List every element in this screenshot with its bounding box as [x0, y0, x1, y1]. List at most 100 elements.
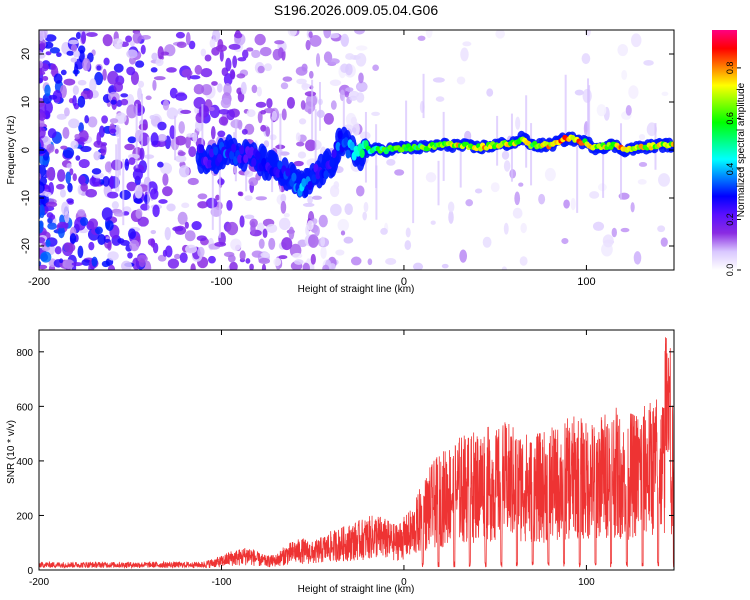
spectrogram-cell — [62, 259, 75, 269]
spectrogram-ridge-cell — [335, 141, 341, 151]
spectrogram-ridge-cell — [209, 148, 215, 158]
spectrogram-cell — [447, 201, 455, 213]
spectrogram-cell — [503, 222, 509, 235]
spectrogram-cell — [345, 53, 355, 60]
spectrogram-cell — [162, 186, 173, 197]
spectrogram-streak — [525, 95, 528, 168]
spectrogram-cell — [380, 227, 388, 235]
spectrogram-cell — [70, 140, 79, 150]
spectrogram-cell — [74, 133, 81, 140]
spectrogram-cell — [638, 133, 646, 141]
spectrogram-cell — [308, 31, 313, 38]
spectrogram-cell — [48, 181, 55, 195]
spectrogram-cell — [77, 245, 84, 259]
spectrogram-cell — [88, 241, 95, 251]
spectrogram-cell — [305, 39, 311, 51]
colorbar-label: Normalized spectral amplitude — [736, 82, 747, 217]
spectrogram-cell — [417, 35, 426, 41]
spectrogram-cell — [268, 237, 276, 250]
spectrogram-ridge-cell — [303, 188, 309, 198]
spectrogram-cell — [465, 199, 474, 207]
spectrogram-cell — [239, 250, 246, 261]
spectrogram-cell — [371, 111, 380, 116]
spectrogram-cell — [320, 245, 327, 259]
spectrogram-cell — [89, 78, 97, 93]
spectrogram-cell — [570, 197, 576, 211]
x-tick-label: 100 — [577, 276, 595, 288]
spectrogram-cell — [162, 99, 170, 111]
spectrogram-cell — [126, 104, 138, 119]
spectrogram-cell — [574, 89, 584, 96]
colorbar-tick-label: 0.8 — [725, 62, 735, 75]
colorbar-tick-label: 0.6 — [725, 112, 735, 125]
spectrogram-cell — [280, 200, 287, 214]
spectrogram-cell — [519, 256, 528, 266]
spectrogram-cell — [125, 35, 133, 43]
spectrogram-cell — [200, 48, 207, 57]
spectrogram-cell — [265, 126, 271, 137]
spectrogram-cell — [84, 115, 90, 124]
spectrogram-cell — [638, 162, 648, 167]
spectrogram-cell — [39, 204, 45, 219]
spectrogram-cell — [405, 227, 411, 238]
spectrogram-cell — [39, 60, 43, 69]
spectrogram-cell — [226, 221, 239, 236]
spectrogram-cell — [236, 73, 246, 79]
spectrogram-cell — [175, 92, 188, 102]
spectrogram-ridge-cell — [207, 159, 213, 169]
spectrogram-cell — [273, 257, 282, 267]
spectrogram-cell — [296, 141, 305, 147]
spectrogram-cell — [646, 122, 657, 137]
spectrogram-cell — [251, 250, 264, 258]
spectrogram-cell — [167, 258, 180, 269]
spectrogram-cell — [39, 42, 46, 51]
spectrogram-cell — [96, 65, 102, 71]
spectrogram-cell — [94, 71, 104, 86]
spectrogram-cell — [262, 228, 268, 239]
spectrogram-streak — [311, 79, 314, 140]
spectrogram-cell — [292, 252, 303, 259]
spectrogram-cell — [172, 226, 184, 232]
spectrogram-cell — [237, 191, 242, 196]
spectrogram-cell — [602, 234, 614, 248]
spectrogram-cell — [157, 134, 167, 142]
spectrogram-cell — [308, 70, 314, 79]
spectrogram-cell — [329, 33, 340, 39]
spectrogram-cell — [97, 234, 106, 246]
spectrogram-cell — [657, 225, 666, 233]
spectrogram-cell — [191, 221, 202, 231]
spectrogram-cell — [81, 31, 87, 45]
spectrogram-cell — [102, 34, 113, 47]
spectrogram-cell — [432, 77, 445, 83]
spectrogram-streak — [587, 78, 590, 137]
spectrogram-cell — [282, 76, 293, 82]
spectrogram-cell — [107, 191, 119, 199]
spectrogram-cell — [104, 161, 113, 173]
spectrogram-cell — [257, 65, 265, 74]
spectrogram-cell — [135, 60, 145, 68]
spectrogram-cell — [266, 223, 278, 234]
spectrogram-cell — [320, 236, 326, 247]
spectrogram-cell — [119, 189, 131, 200]
snr-y-label: SNR (10 * v/v) — [6, 420, 17, 484]
spectrogram-cell — [180, 109, 192, 115]
spectrogram-cell — [620, 227, 630, 233]
spectrogram-cell — [490, 182, 500, 193]
spectrogram-cell — [295, 66, 308, 76]
spectrogram-cell — [215, 194, 221, 201]
spectrogram-cell — [611, 227, 617, 238]
spectrogram-cell — [237, 57, 247, 62]
spectrogram-cell — [218, 116, 229, 126]
spectrogram-cell — [211, 81, 218, 86]
spectrogram-cell — [219, 49, 224, 62]
spectrogram-cell — [328, 58, 340, 65]
spectrogram-ridge-cell — [217, 153, 223, 163]
spectrogram-ridge-cell — [249, 146, 255, 156]
spectrogram-cell — [198, 105, 210, 118]
spectrogram-cell — [209, 104, 220, 119]
colorbar: 0.0 0.2 0.4 0.6 0.8 Normalized spectral ampl… — [712, 30, 747, 276]
spectrogram-cell — [246, 109, 256, 118]
spectrogram-cell — [193, 83, 205, 95]
